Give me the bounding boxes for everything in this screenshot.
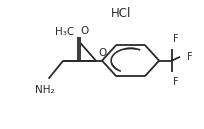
Text: O: O: [81, 26, 89, 36]
Text: F: F: [173, 77, 179, 87]
Text: F: F: [187, 52, 193, 62]
Text: F: F: [173, 34, 179, 44]
Text: H₃C: H₃C: [55, 27, 74, 37]
Text: HCl: HCl: [111, 7, 132, 20]
Text: NH₂: NH₂: [35, 85, 55, 95]
Text: O: O: [98, 48, 106, 58]
